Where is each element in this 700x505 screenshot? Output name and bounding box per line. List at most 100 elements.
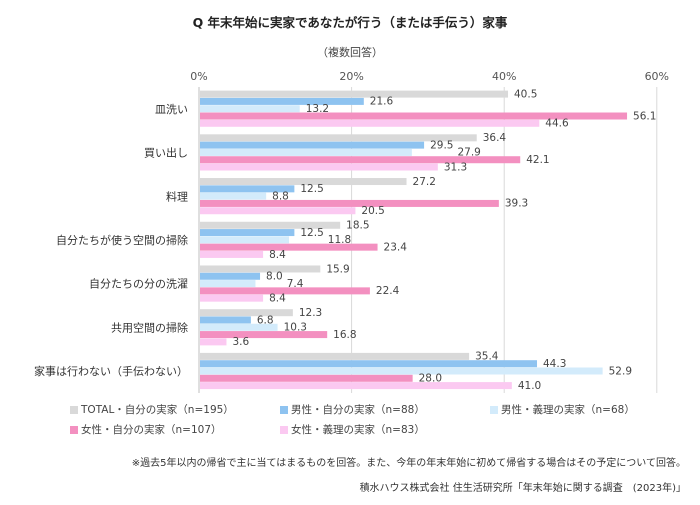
data-label: 52.9 — [609, 365, 632, 377]
data-label: 12.5 — [300, 183, 323, 195]
data-label: 40.5 — [514, 88, 537, 100]
data-label: 35.4 — [475, 351, 499, 363]
data-label: 20.5 — [361, 205, 384, 217]
bar — [200, 382, 512, 390]
bar — [200, 280, 256, 288]
x-tick-label: 60% — [645, 70, 669, 83]
data-label: 22.4 — [376, 285, 400, 297]
legend-swatch — [490, 406, 498, 414]
bar — [200, 331, 328, 339]
category-label: 共用空間の掃除 — [111, 320, 188, 334]
bar — [200, 156, 521, 164]
legend-swatch — [70, 406, 78, 414]
bar — [200, 134, 477, 142]
data-label: 3.6 — [232, 336, 249, 348]
data-label: 10.3 — [284, 322, 307, 334]
bar — [200, 243, 378, 251]
legend-item: 男性・自分の実家（n=88） — [280, 402, 425, 417]
bar — [200, 374, 413, 382]
bar — [200, 367, 603, 375]
legend-item: TOTAL・自分の実家（n=195） — [70, 402, 234, 417]
data-label: 29.5 — [430, 139, 453, 151]
bar — [200, 112, 628, 120]
legend-item: 女性・自分の実家（n=107） — [70, 422, 222, 437]
bar — [200, 97, 364, 105]
data-label: 21.6 — [370, 96, 394, 108]
data-label: 31.3 — [444, 161, 467, 173]
data-label: 8.4 — [269, 292, 286, 304]
bar — [200, 250, 264, 258]
bar — [200, 163, 438, 171]
data-label: 36.4 — [483, 132, 507, 144]
category-label: 自分たちの分の洗濯 — [89, 278, 188, 291]
bar — [200, 360, 538, 368]
legend-swatch — [280, 426, 288, 434]
footnote: ※過去5年以内の帰省で主に当てはまるものを回答。また、今年の年末年始に初めて帰省… — [131, 458, 686, 469]
data-label: 27.9 — [457, 147, 480, 159]
category-label: 皿洗い — [155, 103, 188, 116]
data-label: 6.8 — [257, 314, 274, 326]
chart-subtitle: （複数回答） — [317, 46, 383, 59]
data-label: 28.0 — [419, 373, 442, 385]
data-label: 27.2 — [413, 176, 436, 188]
legend-item: 女性・義理の実家（n=83） — [280, 422, 425, 437]
bar — [200, 265, 321, 273]
bar — [200, 90, 509, 98]
legend-label: 女性・自分の実家（n=107） — [81, 424, 222, 436]
category-label: 料理 — [166, 189, 188, 203]
bar-chart: 0% 20% 40% 60% 皿洗い 40.5 21.6 13.2 56.1 44.6 買い出し 36… — [34, 70, 669, 393]
legend-swatch — [70, 426, 78, 434]
source-credit: 積水ハウス株式会社 住生活研究所「年末年始に関する調査 (2023年)」 — [359, 483, 686, 494]
bar — [200, 294, 264, 302]
bar — [200, 178, 407, 186]
chart-title: Q 年末年始に実家であなたが行う（または手伝う）家事 — [192, 15, 508, 30]
bar — [200, 287, 370, 295]
bar — [200, 229, 295, 237]
data-label: 7.4 — [287, 278, 304, 290]
bar — [200, 309, 293, 317]
data-label: 13.2 — [306, 103, 329, 115]
bar — [200, 207, 356, 215]
legend-item: 男性・義理の実家（n=68） — [490, 402, 635, 417]
category-label: 自分たちが使う空間の掃除 — [56, 233, 188, 247]
bar — [200, 185, 295, 193]
data-label: 42.1 — [526, 154, 549, 166]
data-label: 16.8 — [333, 329, 356, 341]
legend-label: 男性・義理の実家（n=68） — [501, 404, 635, 416]
bar — [200, 323, 278, 331]
legend-label: 女性・義理の実家（n=83） — [291, 424, 425, 436]
x-tick-label: 40% — [492, 70, 516, 83]
data-label: 18.5 — [346, 220, 369, 232]
data-label: 8.0 — [266, 271, 283, 283]
data-label: 8.8 — [272, 190, 289, 202]
bar — [200, 236, 290, 244]
legend-swatch — [280, 406, 288, 414]
bar — [200, 221, 341, 229]
bar — [200, 105, 300, 113]
bar — [200, 192, 267, 200]
data-label: 23.4 — [384, 241, 408, 253]
category-label: 家事は行わない（手伝わない） — [34, 364, 188, 378]
data-label: 44.3 — [543, 358, 566, 370]
x-tick-label: 0% — [190, 70, 207, 83]
data-label: 44.6 — [545, 118, 569, 130]
data-label: 11.8 — [328, 234, 351, 246]
bar — [200, 141, 425, 149]
bar — [200, 316, 251, 324]
data-label: 12.5 — [300, 227, 323, 239]
legend-label: TOTAL・自分の実家（n=195） — [81, 404, 234, 416]
data-label: 15.9 — [326, 263, 349, 275]
x-tick-label: 20% — [339, 70, 363, 83]
bar — [200, 148, 412, 156]
bar — [200, 119, 540, 127]
data-label: 56.1 — [633, 110, 656, 122]
data-label: 41.0 — [518, 380, 541, 392]
bar — [200, 272, 261, 280]
category-label: 買い出し — [144, 146, 188, 160]
legend-label: 男性・自分の実家（n=88） — [291, 404, 425, 416]
bar — [200, 338, 227, 346]
data-label: 8.4 — [269, 249, 286, 261]
bar — [200, 199, 499, 207]
data-label: 12.3 — [299, 307, 322, 319]
data-label: 39.3 — [505, 198, 528, 210]
